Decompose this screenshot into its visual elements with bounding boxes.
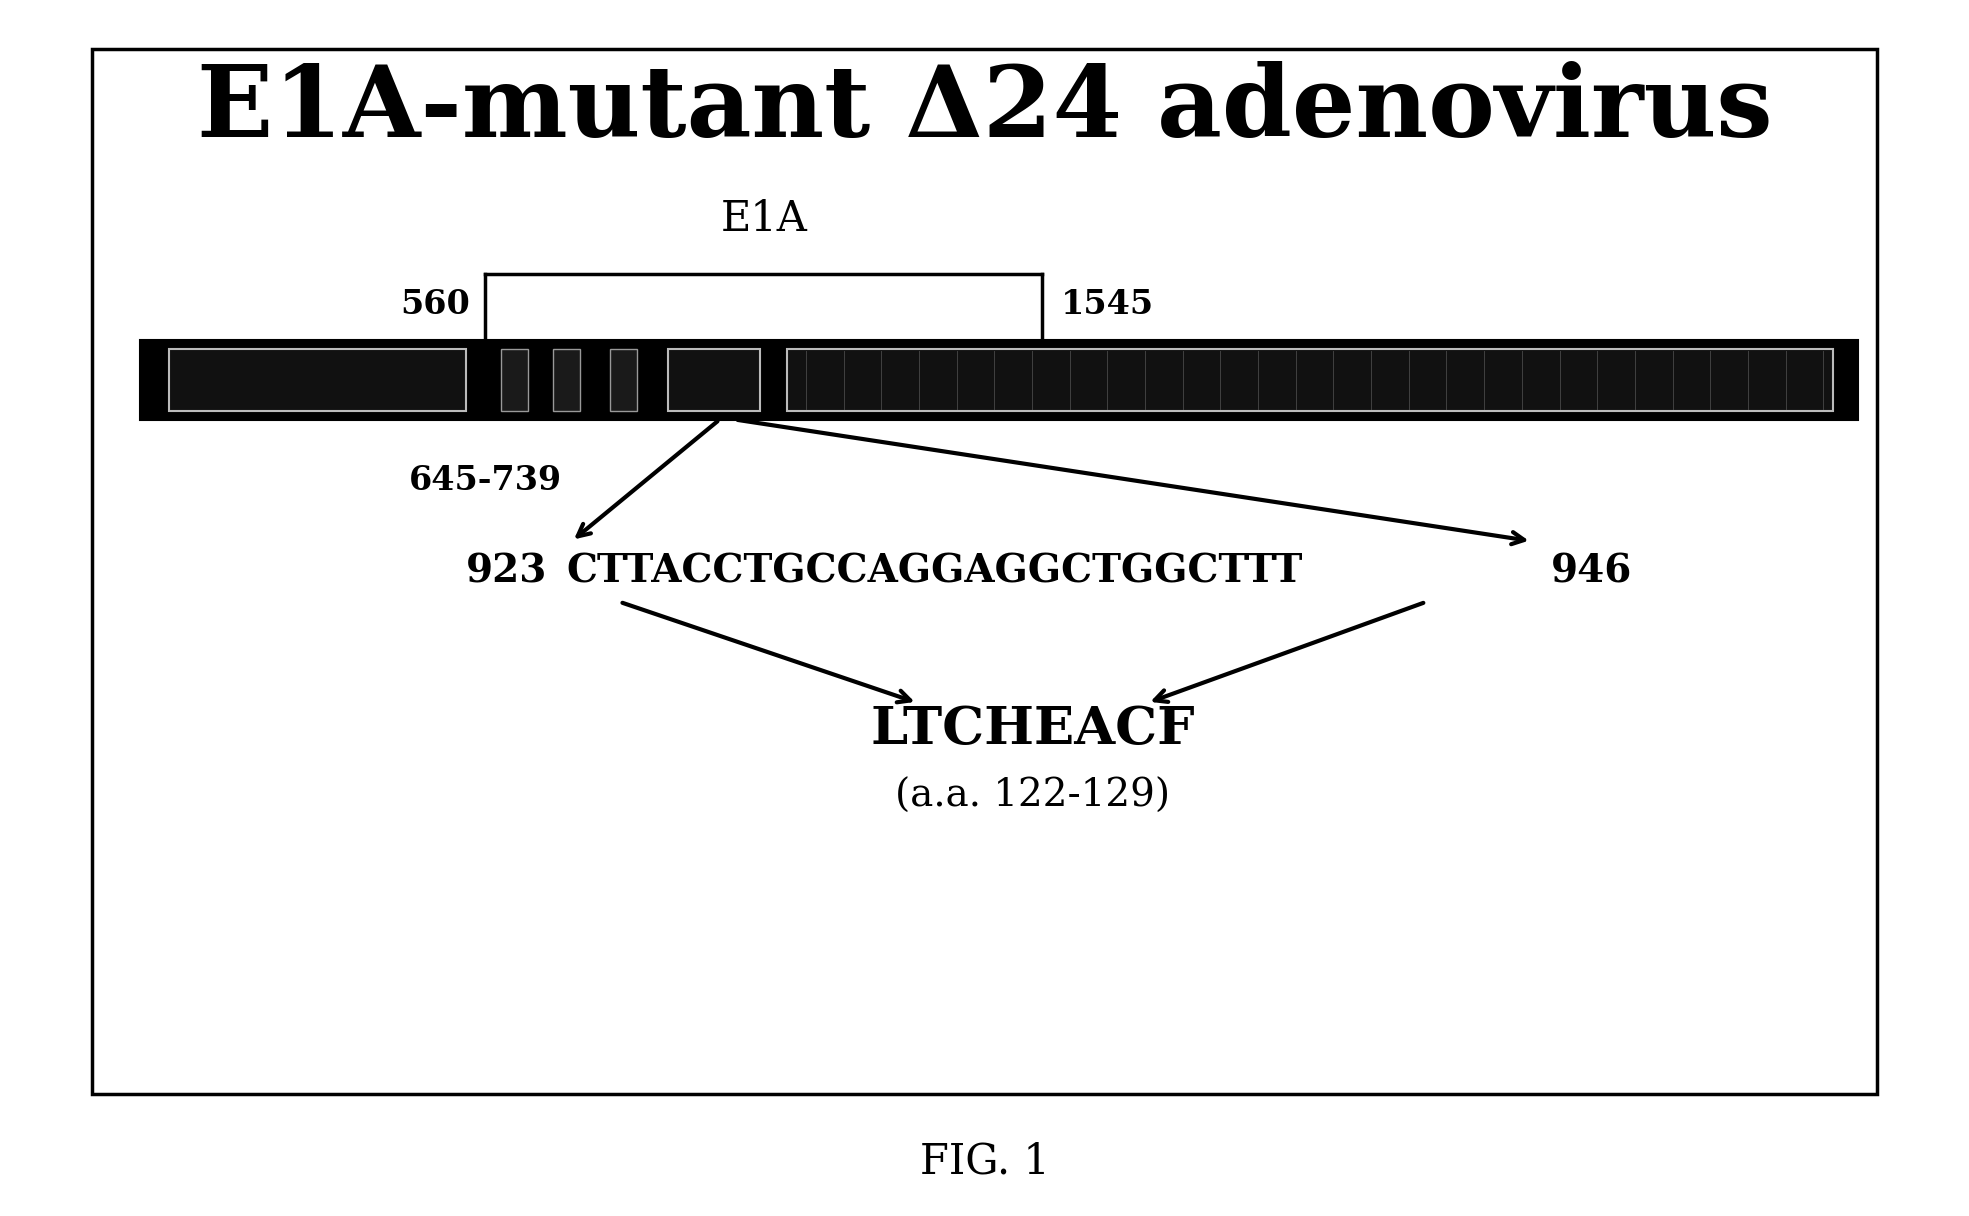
Text: E1A-mutant Δ24 adenovirus: E1A-mutant Δ24 adenovirus (197, 61, 1772, 158)
Bar (667, 349, 760, 411)
Text: 923: 923 (465, 552, 547, 591)
Text: LTCHEACF: LTCHEACF (870, 704, 1195, 755)
Bar (553, 349, 579, 411)
Text: (a.a. 122-129): (a.a. 122-129) (896, 778, 1170, 815)
Bar (169, 349, 467, 411)
Text: CTTACCTGCCAGGAGGCTGGCTTT: CTTACCTGCCAGGAGGCTGGCTTT (565, 552, 1302, 591)
Text: 946: 946 (1552, 552, 1632, 591)
Bar (788, 349, 1833, 411)
Bar (140, 340, 1859, 420)
Text: 645-739: 645-739 (410, 463, 561, 497)
Text: 1545: 1545 (1061, 288, 1154, 321)
Bar (93, 49, 1876, 1094)
Bar (500, 349, 528, 411)
Text: E1A: E1A (721, 197, 807, 240)
Text: FIG. 1: FIG. 1 (920, 1141, 1049, 1182)
Bar (610, 349, 638, 411)
Text: 560: 560 (400, 288, 471, 321)
